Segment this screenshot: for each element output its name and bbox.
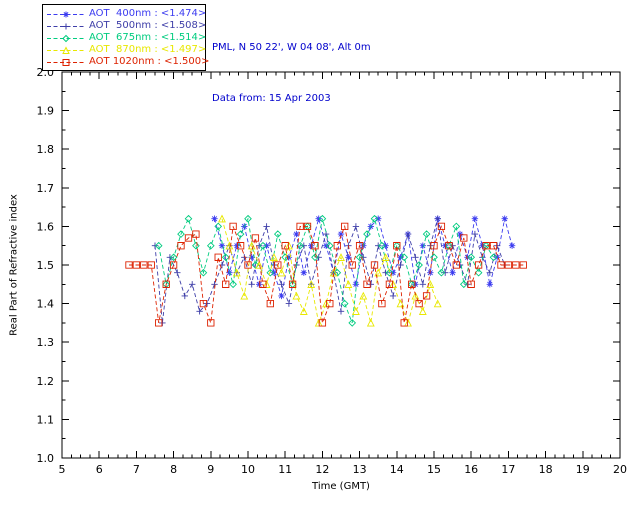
- y-tick-label: 1.8: [37, 143, 55, 156]
- x-tick-label: 17: [501, 463, 515, 476]
- legend-swatch-675nm: [47, 33, 89, 44]
- y-tick-label: 1.6: [37, 220, 55, 233]
- legend-item-500nm: AOT 500nm : <1.508>: [47, 20, 206, 32]
- legend-swatch-500nm: [47, 21, 89, 32]
- series-line-500nm: [154, 218, 506, 323]
- y-tick-label: 1.7: [37, 182, 55, 195]
- x-tick-label: 6: [96, 463, 103, 476]
- x-tick-label: 16: [464, 463, 478, 476]
- series-line-1020nm: [129, 224, 524, 324]
- x-tick-label: 20: [613, 463, 627, 476]
- x-tick-label: 19: [576, 463, 590, 476]
- legend-swatch-1020nm: [47, 57, 89, 68]
- legend-line-675nm: [47, 34, 85, 42]
- x-tick-label: 9: [207, 463, 214, 476]
- y-tick-label: 1.2: [37, 375, 55, 388]
- legend-line-1020nm: [47, 58, 85, 66]
- plot-header: PML, N 50 22', W 04 08', Alt 0m Data fro…: [212, 5, 371, 141]
- x-axis-label: Time (GMT): [312, 481, 370, 492]
- x-tick-label: 10: [241, 463, 255, 476]
- series-symbols-1020nm: [125, 222, 527, 327]
- legend-swatch-870nm: [47, 45, 89, 56]
- series-870nm: [218, 214, 442, 327]
- legend-box: AOT 400nm : <1.474> AOT 500nm : <1.508> …: [42, 4, 209, 71]
- x-tick-label: 14: [390, 463, 404, 476]
- x-tick-label: 18: [539, 463, 553, 476]
- legend-label-675nm: AOT 675nm : <1.514>: [89, 32, 207, 43]
- x-tick-label: 13: [353, 463, 367, 476]
- x-tick-label: 8: [170, 463, 177, 476]
- legend-line-870nm: [47, 45, 85, 54]
- legend-label-500nm: AOT 500nm : <1.508>: [89, 20, 207, 31]
- legend-swatch-400nm: [47, 9, 89, 20]
- series-line-400nm: [214, 217, 513, 297]
- legend-label-1020nm: AOT 1020nm : <1.500>: [89, 56, 210, 67]
- x-tick-label: 15: [427, 463, 441, 476]
- legend-item-675nm: AOT 675nm : <1.514>: [47, 32, 206, 44]
- legend-label-870nm: AOT 870nm : <1.497>: [89, 44, 207, 55]
- legend-item-400nm: AOT 400nm : <1.474>: [47, 8, 206, 20]
- legend-label-400nm: AOT 400nm : <1.474>: [89, 8, 207, 19]
- legend-line-500nm: [47, 23, 85, 29]
- series-symbols-870nm: [218, 214, 442, 327]
- axis-ticks: [61, 71, 621, 459]
- legend-line-400nm: [47, 11, 85, 17]
- x-tick-label: 5: [59, 463, 66, 476]
- y-axis-label: Real Part of Refractive index: [8, 194, 20, 336]
- y-tick-label: 1.1: [37, 413, 55, 426]
- y-tick-label: 1.0: [37, 452, 55, 465]
- x-tick-label: 11: [278, 463, 292, 476]
- x-tick-label: 12: [315, 463, 329, 476]
- y-tick-label: 1.3: [37, 336, 55, 349]
- legend-item-1020nm: AOT 1020nm : <1.500>: [47, 56, 209, 68]
- header-location-line: PML, N 50 22', W 04 08', Alt 0m: [212, 42, 371, 53]
- x-tick-label: 7: [133, 463, 140, 476]
- y-tick-label: 1.4: [37, 298, 55, 311]
- y-tick-label: 1.9: [37, 105, 55, 118]
- tick-labels: 5 6 7 8 9 10 11 12 13 14 15 16 17 18 19 20 1.0 1.1 1.2 1.3 1…: [37, 66, 628, 476]
- series-line-675nm: [158, 217, 494, 324]
- series-1020nm: [125, 222, 527, 327]
- legend-item-870nm: AOT 870nm : <1.497>: [47, 44, 206, 56]
- y-tick-label: 1.5: [37, 259, 55, 272]
- header-date-line: Data from: 15 Apr 2003: [212, 93, 331, 104]
